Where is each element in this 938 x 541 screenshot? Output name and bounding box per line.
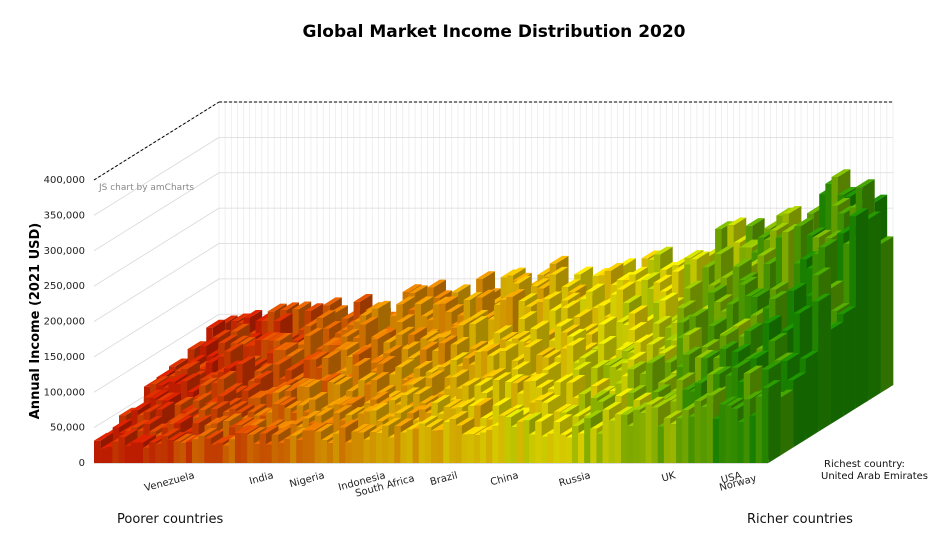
grid-line-depth — [93, 243, 220, 322]
x-tick-label: UK — [661, 470, 678, 484]
grid-line-depth — [93, 172, 220, 252]
x-tick-label: India — [248, 470, 275, 487]
y-tick-label: 350,000 — [44, 210, 85, 221]
grid-line-depth — [93, 313, 220, 393]
chart-credit[interactable]: JS chart by amCharts — [98, 183, 194, 193]
chart-title: Global Market Income Distribution 2020 — [302, 22, 685, 42]
y-tick-label: 300,000 — [44, 246, 85, 257]
x-tick-label: Nigeria — [288, 470, 325, 490]
y-tick-label: 150,000 — [44, 352, 85, 363]
income-bar[interactable] — [761, 380, 781, 463]
top-depth-edge — [93, 101, 220, 181]
y-tick-label: 400,000 — [44, 175, 85, 186]
x-tick-label: Venezuela — [143, 470, 195, 494]
grid-line-depth — [93, 278, 220, 358]
richer-countries-label: Richer countries — [747, 512, 853, 527]
x-tick-label: China — [489, 470, 519, 488]
y-tick-label: 0 — [79, 458, 85, 469]
richest-country-name: United Arab Emirates — [821, 471, 928, 482]
y-tick-label: 200,000 — [44, 317, 85, 328]
x-tick-label: Brazil — [429, 470, 459, 488]
x-tick-label: USA — [720, 470, 743, 486]
y-tick-label: 250,000 — [44, 281, 85, 292]
poorer-countries-label: Poorer countries — [117, 512, 223, 527]
grid-line-depth — [93, 137, 220, 216]
grid-line-depth — [93, 207, 220, 287]
bars-group — [94, 169, 894, 463]
y-tick-label: 50,000 — [50, 423, 85, 434]
y-tick-label: 100,000 — [44, 387, 85, 398]
richest-country-label: Richest country: — [824, 459, 905, 470]
y-axis-title: Annual Income (2021 USD) — [28, 223, 43, 420]
y-axis-ticks: 0 50,000 100,000 150,000 200,000 250,000 300,0… — [44, 175, 85, 469]
x-tick-label: Russia — [558, 470, 592, 489]
